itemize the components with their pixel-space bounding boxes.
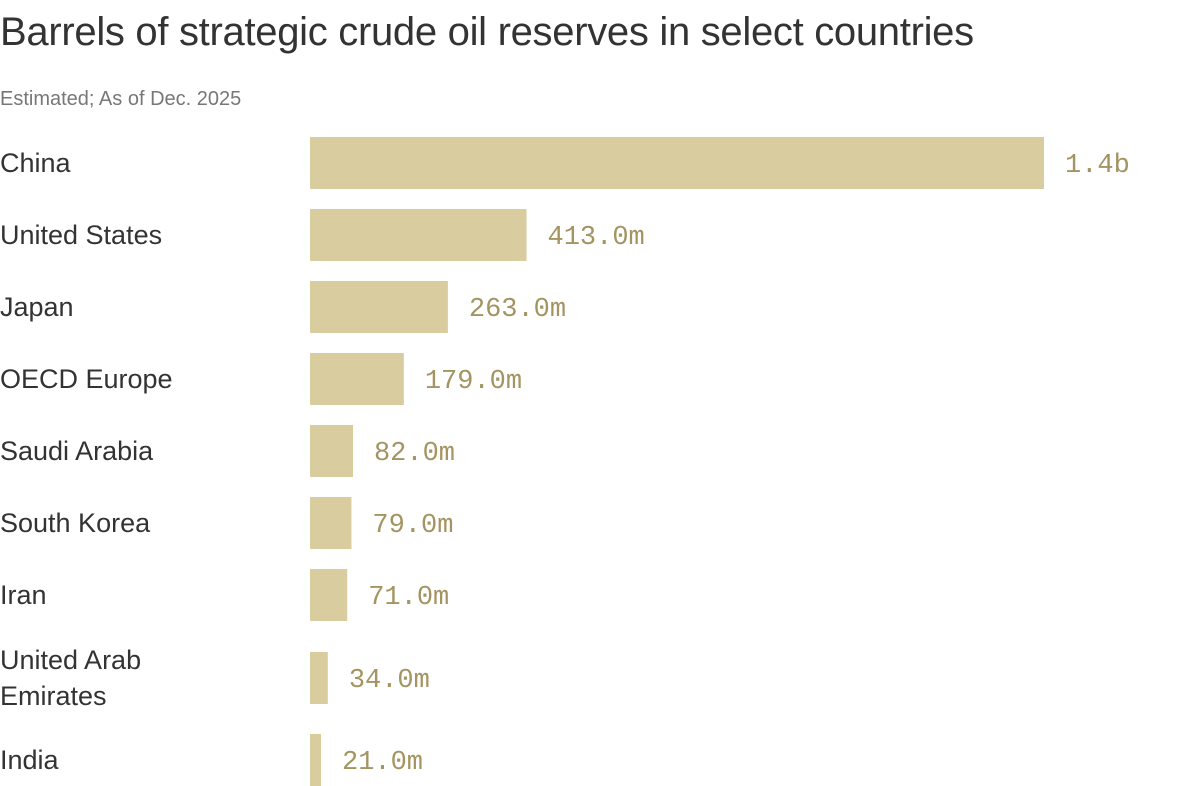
- bar-6: [310, 569, 348, 621]
- bar-1: [310, 209, 527, 261]
- value-label: 34.0m: [349, 666, 430, 696]
- bar-5: [310, 497, 352, 549]
- value-label: 71.0m: [368, 583, 449, 613]
- category-label: United Arab Emirates: [0, 645, 141, 711]
- bar-7: [310, 652, 328, 704]
- value-label: 179.0m: [425, 367, 522, 397]
- value-label: 413.0m: [548, 223, 645, 253]
- bar-3: [310, 353, 404, 405]
- value-label: 1.4b: [1065, 151, 1130, 181]
- value-label: 21.0m: [342, 748, 423, 778]
- value-label: 82.0m: [374, 439, 455, 469]
- category-label: Iran: [0, 580, 47, 610]
- bar-4: [310, 425, 353, 477]
- category-label: United States: [0, 220, 162, 250]
- category-label: China: [0, 148, 72, 178]
- chart-title: Barrels of strategic crude oil reserves …: [0, 10, 974, 54]
- bar-8: [310, 734, 322, 786]
- value-label: 263.0m: [469, 295, 566, 325]
- category-label: OECD Europe: [0, 364, 173, 394]
- category-label: Saudi Arabia: [0, 436, 154, 466]
- category-label: India: [0, 745, 60, 775]
- bar-2: [310, 281, 448, 333]
- chart-subtitle: Estimated; As of Dec. 2025: [0, 88, 242, 110]
- bar-0: [310, 137, 1044, 189]
- category-label: South Korea: [0, 508, 151, 538]
- value-label: 79.0m: [372, 511, 453, 541]
- category-label: Japan: [0, 292, 74, 322]
